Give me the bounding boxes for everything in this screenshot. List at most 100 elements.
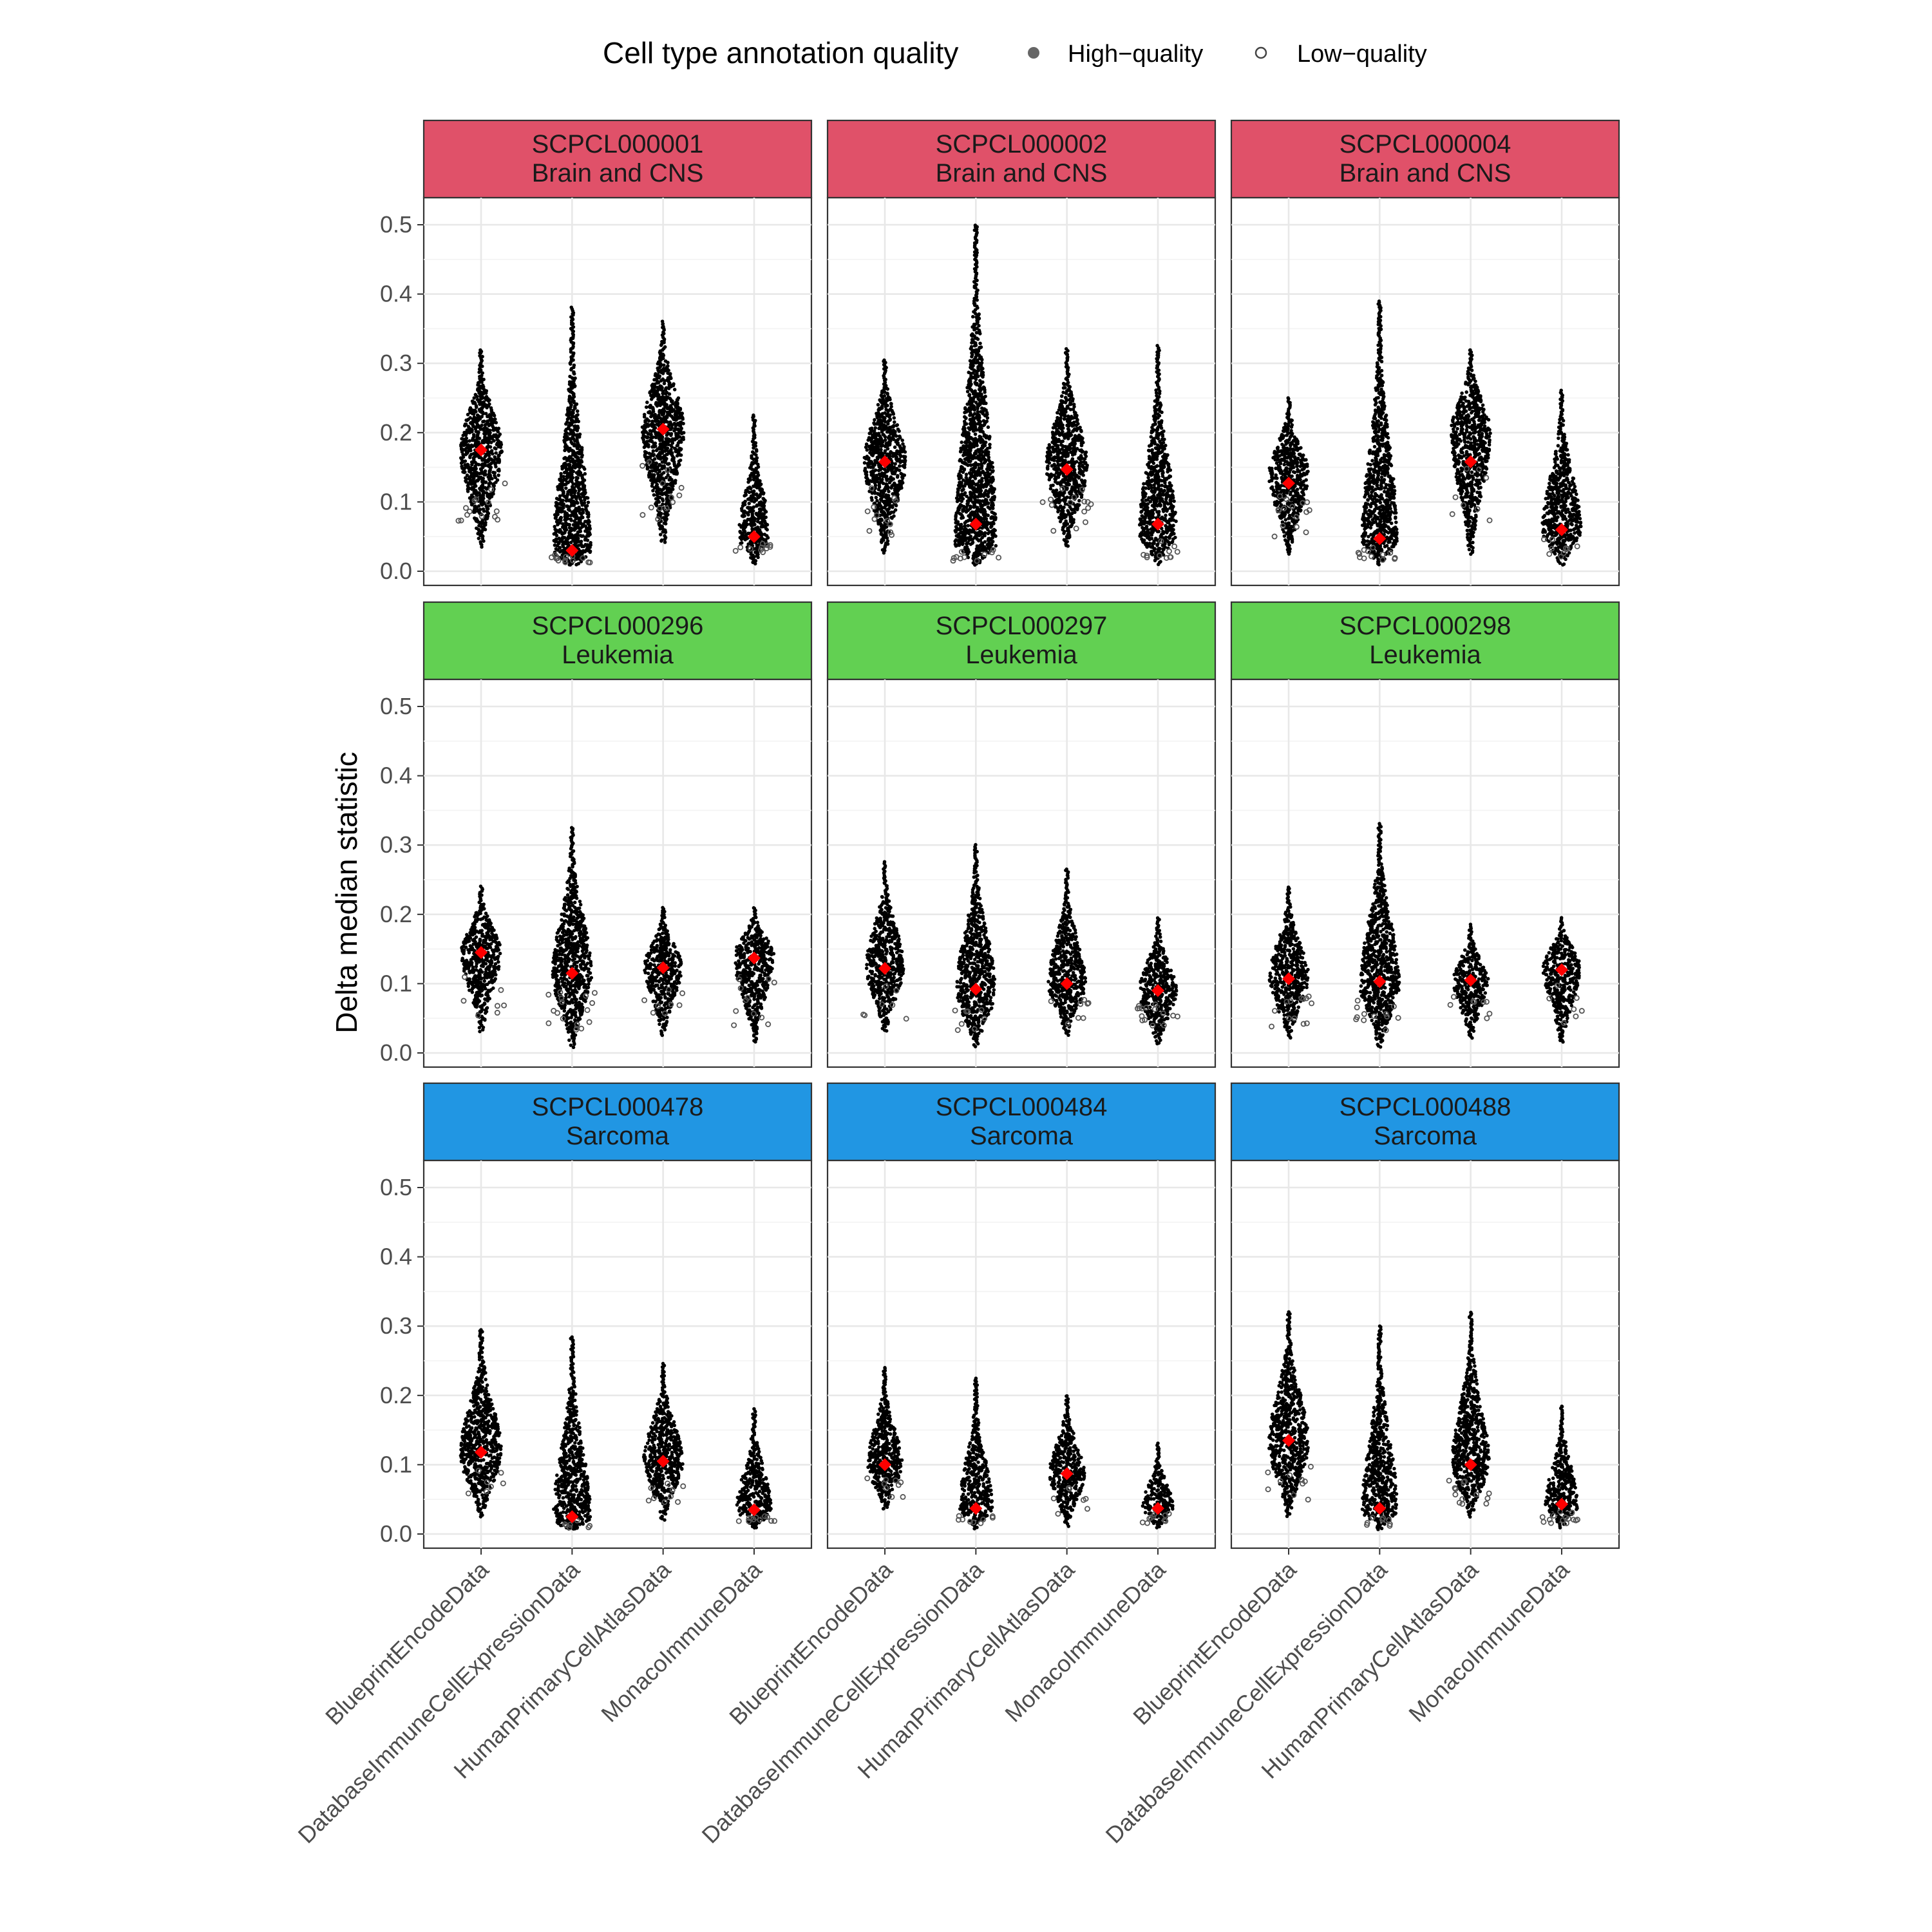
low-quality-point: [554, 1010, 561, 1016]
low-quality-point: [567, 1522, 573, 1528]
low-quality-point: [900, 1493, 906, 1500]
low-quality-point: [559, 999, 565, 1005]
legend-label-high-quality: High−quality: [1068, 41, 1203, 68]
violin-points-MonacoImmuneData: [734, 906, 776, 1044]
low-quality-point: [1361, 1011, 1367, 1018]
low-quality-point: [1151, 1006, 1158, 1012]
low-quality-point: [1554, 982, 1560, 989]
low-quality-point: [1065, 1485, 1072, 1492]
violin-points-BlueprintEncodeData: [862, 358, 907, 555]
low-quality-point: [557, 989, 564, 996]
y-tick-label: 0.0: [380, 558, 412, 584]
low-quality-point: [1560, 1517, 1566, 1524]
low-quality-point: [464, 511, 470, 518]
low-quality-point: [1459, 1501, 1466, 1507]
low-quality-point: [1143, 1005, 1150, 1011]
low-quality-point: [1071, 494, 1077, 500]
low-quality-point: [1166, 548, 1172, 554]
strip-sample-id: SCPCL000004: [1340, 130, 1511, 158]
low-quality-point: [1309, 1000, 1315, 1007]
low-quality-point: [1077, 1001, 1084, 1007]
low-quality-point: [678, 484, 685, 491]
violin-DatabaseImmuneCellExpressionData: [548, 305, 593, 567]
low-quality-point: [1084, 1506, 1090, 1512]
low-quality-point: [981, 1016, 987, 1022]
median-marker: [656, 961, 670, 974]
low-quality-point: [1059, 486, 1065, 492]
low-quality-point: [1456, 1499, 1463, 1506]
low-quality-point: [1574, 543, 1580, 549]
violin-MonacoImmuneData: [1137, 343, 1180, 567]
low-quality-point: [1383, 1027, 1389, 1034]
low-quality-point: [1170, 1012, 1177, 1019]
median-marker: [656, 1455, 670, 1468]
violin-BlueprintEncodeData: [1265, 1310, 1314, 1519]
low-quality-point: [744, 995, 751, 1001]
violin-HumanPrimaryCellAtlasData: [641, 905, 686, 1037]
low-quality-point: [578, 1025, 585, 1032]
low-quality-point: [494, 1010, 500, 1016]
violin-MonacoImmuneData: [735, 1406, 778, 1530]
low-quality-point: [498, 1470, 504, 1476]
low-quality-point: [1303, 1020, 1310, 1027]
low-quality-point: [767, 544, 773, 550]
low-quality-point: [953, 554, 960, 560]
strip-diagnosis: Brain and CNS: [1340, 159, 1511, 187]
low-quality-point: [1162, 1512, 1168, 1519]
violin-MonacoImmuneData: [732, 413, 773, 566]
low-quality-point: [1048, 497, 1054, 503]
low-quality-point: [502, 480, 508, 487]
violin-BlueprintEncodeData: [860, 860, 909, 1033]
low-quality-point: [981, 551, 988, 558]
low-quality-point: [737, 985, 744, 992]
violin-HumanPrimaryCellAtlasData: [1447, 922, 1493, 1040]
low-quality-point: [478, 513, 485, 520]
low-quality-point: [1474, 506, 1481, 512]
low-quality-point: [1361, 555, 1367, 562]
strip-SCPCL000296: [422, 601, 813, 681]
low-quality-point: [1142, 1017, 1148, 1023]
low-quality-point: [884, 518, 891, 524]
y-tick-label: 0.4: [380, 281, 412, 307]
low-quality-point: [668, 1493, 674, 1499]
median-marker: [1060, 1467, 1074, 1481]
low-quality-point: [989, 1513, 996, 1519]
low-quality-point: [732, 547, 739, 554]
low-quality-point: [898, 1479, 904, 1486]
low-quality-point: [772, 1518, 778, 1524]
y-tick-label: 0.1: [380, 970, 412, 996]
low-quality-point: [736, 976, 743, 983]
low-quality-point: [864, 508, 871, 515]
legend-label-low-quality: Low−quality: [1297, 41, 1427, 68]
low-quality-point: [1369, 1514, 1376, 1520]
violin-points-HumanPrimaryCellAtlasData: [1045, 346, 1089, 548]
strip-sample-id: SCPCL000296: [532, 612, 704, 640]
low-quality-point: [1276, 493, 1283, 499]
median-marker: [656, 422, 670, 436]
low-quality-point: [1162, 1518, 1169, 1524]
low-quality-point: [1578, 1008, 1585, 1014]
low-quality-point: [1050, 527, 1057, 534]
median-marker: [878, 1458, 892, 1472]
low-quality-point: [1073, 526, 1079, 532]
median-marker: [565, 544, 579, 557]
median-marker: [1373, 1502, 1387, 1515]
low-quality-point: [1560, 550, 1567, 556]
low-quality-point: [655, 516, 661, 522]
violin-points-BlueprintEncodeData: [866, 1366, 904, 1511]
low-quality-point: [758, 547, 764, 553]
low-quality-point: [1354, 998, 1361, 1004]
low-quality-point: [989, 549, 995, 556]
median-marker: [475, 1446, 488, 1459]
violin-HumanPrimaryCellAtlasData: [1449, 348, 1493, 556]
median-marker: [1373, 975, 1387, 989]
violin-BlueprintEncodeData: [1267, 396, 1312, 556]
low-quality-point: [669, 1487, 676, 1493]
median-marker: [1464, 974, 1477, 987]
median-marker: [969, 983, 983, 996]
low-quality-point: [558, 995, 565, 1001]
low-quality-point: [978, 1520, 984, 1526]
